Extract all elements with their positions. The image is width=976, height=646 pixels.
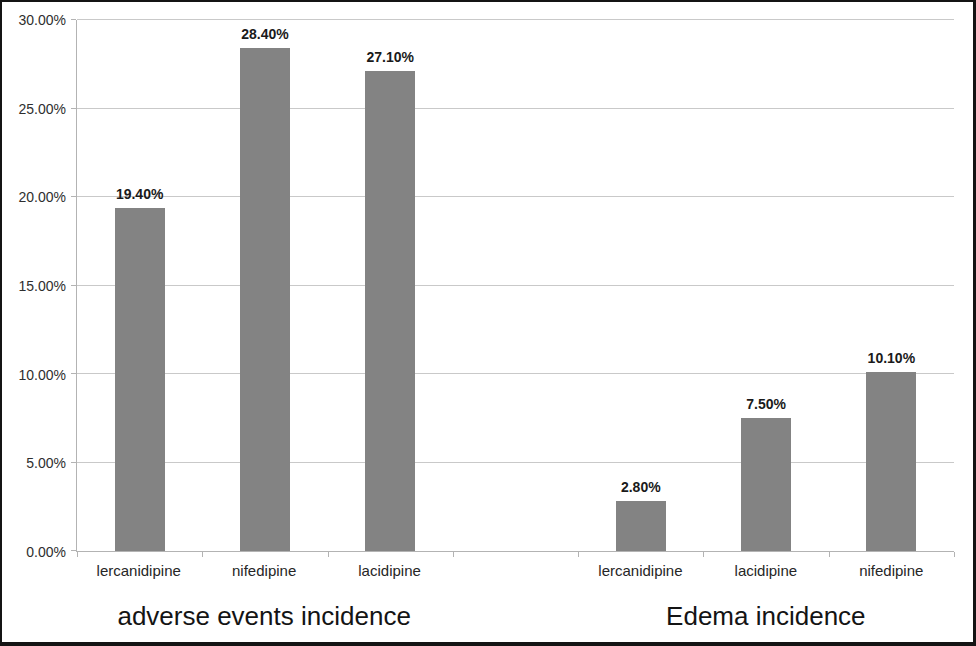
category-label: lercanidipine <box>76 560 201 582</box>
bar <box>741 418 791 551</box>
gridline <box>77 19 954 20</box>
y-tick-label: 20.00% <box>19 189 66 205</box>
gridline <box>77 285 954 286</box>
bar <box>365 71 415 551</box>
y-axis-tick <box>71 196 76 197</box>
x-axis-tick <box>829 552 830 557</box>
bar <box>240 48 290 551</box>
chart-frame: 19.40% 28.40% 27.10% 2.80% 7.50% 10.10% 0.00%… <box>0 0 976 646</box>
category-label: nifedipine <box>201 560 326 582</box>
group-titles: adverse events incidence Edema incidence <box>76 598 954 634</box>
x-axis-tick <box>453 552 454 557</box>
bar-value-label: 27.10% <box>366 49 413 65</box>
gridline <box>77 462 954 463</box>
bar <box>866 372 916 551</box>
bar <box>115 208 165 551</box>
plot-area: 19.40% 28.40% 27.10% 2.80% 7.50% 10.10% <box>76 20 954 552</box>
gridline <box>77 373 954 374</box>
bar-value-label: 2.80% <box>621 479 661 495</box>
bar-value-label: 7.50% <box>746 396 786 412</box>
gridline <box>77 196 954 197</box>
y-tick-label: 30.00% <box>19 12 66 28</box>
y-axis-tick <box>71 19 76 20</box>
y-tick-label: 5.00% <box>26 455 66 471</box>
bar-value-label: 28.40% <box>241 26 288 42</box>
y-axis-tick <box>71 285 76 286</box>
x-axis-tick <box>954 552 955 557</box>
y-tick-label: 25.00% <box>19 101 66 117</box>
bar <box>616 501 666 551</box>
group-title-edema: Edema incidence <box>578 598 954 634</box>
category-label: lercanidipine <box>578 560 703 582</box>
x-axis-tick <box>77 552 78 557</box>
x-axis-tick <box>703 552 704 557</box>
y-tick-label: 10.00% <box>19 367 66 383</box>
x-axis-tick <box>202 552 203 557</box>
x-axis-tick <box>578 552 579 557</box>
category-label: lacidipine <box>327 560 452 582</box>
y-axis-labels: 0.00%5.00%10.00%15.00%20.00%25.00%30.00% <box>2 20 66 552</box>
y-tick-label: 0.00% <box>26 544 66 560</box>
y-axis-tick <box>71 550 76 551</box>
category-label: nifedipine <box>829 560 954 582</box>
gridline <box>77 108 954 109</box>
group-title-adverse-events: adverse events incidence <box>76 598 452 634</box>
y-tick-label: 15.00% <box>19 278 66 294</box>
bar-value-label: 10.10% <box>868 350 915 366</box>
y-axis-tick <box>71 462 76 463</box>
x-axis-labels: lercanidipinenifedipinelacidipinelercani… <box>76 560 954 582</box>
category-label: lacidipine <box>703 560 828 582</box>
bar-value-label: 19.40% <box>116 186 163 202</box>
x-axis-tick <box>328 552 329 557</box>
y-axis-tick <box>71 373 76 374</box>
y-axis-tick <box>71 108 76 109</box>
